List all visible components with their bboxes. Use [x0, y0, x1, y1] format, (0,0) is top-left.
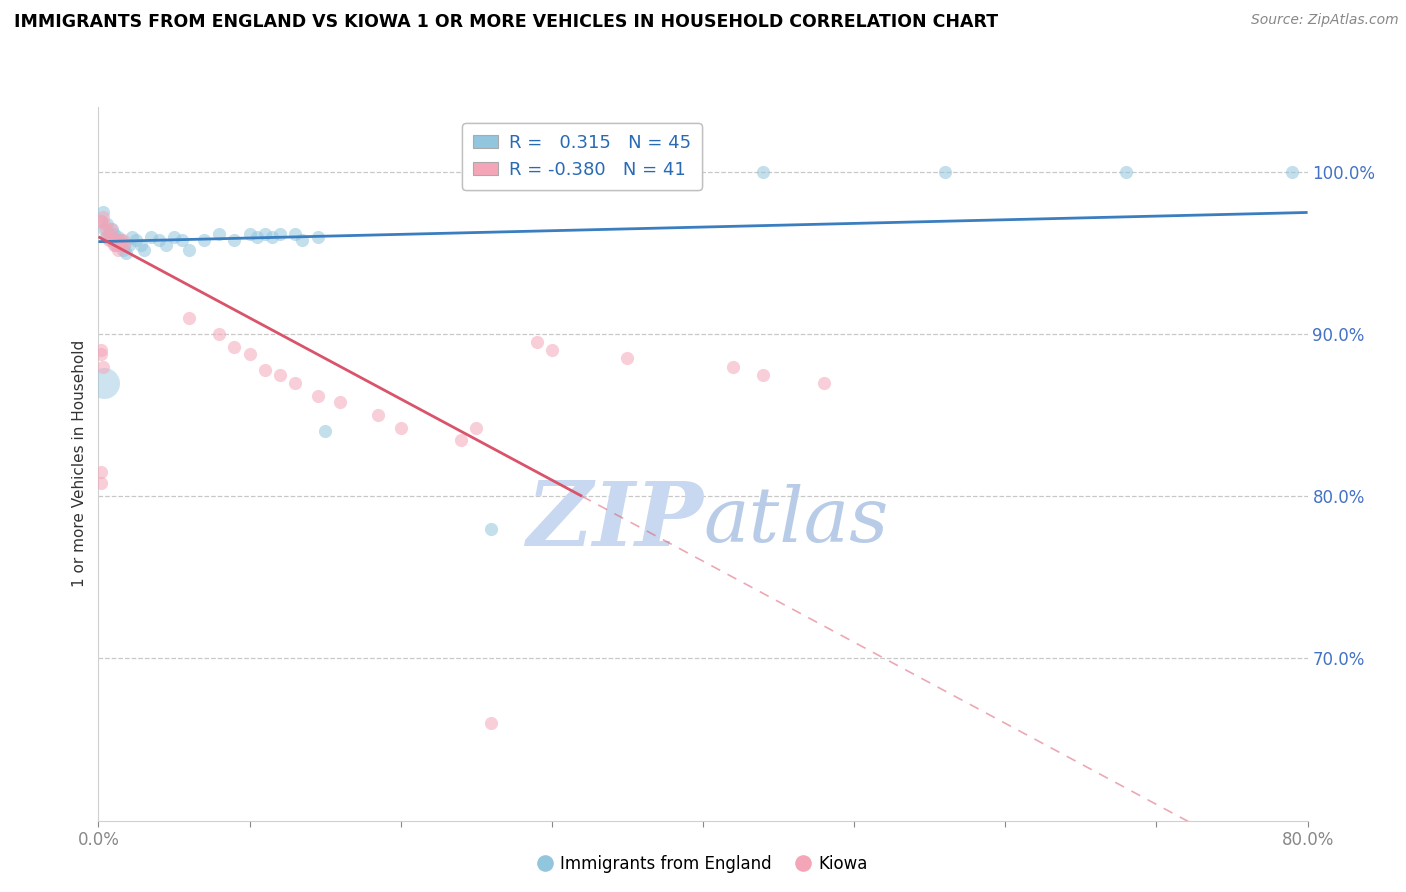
Point — [91, 211, 114, 225]
Point — [262, 229, 284, 244]
Point — [253, 227, 276, 241]
Point — [125, 233, 148, 247]
Point — [314, 425, 336, 439]
Point — [284, 227, 307, 241]
Point — [105, 238, 128, 252]
Point — [170, 233, 193, 247]
Point — [114, 246, 136, 260]
Point — [526, 335, 548, 350]
Point — [118, 238, 141, 252]
Point — [367, 408, 389, 422]
Point — [108, 238, 131, 252]
Point — [934, 165, 956, 179]
Point — [110, 238, 132, 252]
Point — [107, 229, 129, 244]
Point — [103, 238, 125, 252]
Point — [307, 229, 329, 244]
Point — [148, 233, 170, 247]
Point — [239, 346, 262, 360]
Point — [101, 229, 124, 244]
Point — [291, 233, 314, 247]
Point — [481, 716, 503, 731]
Point — [163, 229, 186, 244]
Point — [752, 368, 775, 382]
Point — [94, 221, 117, 235]
Point — [193, 233, 215, 247]
Point — [112, 238, 135, 252]
Point — [90, 465, 112, 479]
Point — [121, 229, 143, 244]
Point — [90, 213, 112, 227]
Point — [100, 233, 122, 247]
Text: IMMIGRANTS FROM ENGLAND VS KIOWA 1 OR MORE VEHICLES IN HOUSEHOLD CORRELATION CHA: IMMIGRANTS FROM ENGLAND VS KIOWA 1 OR MO… — [14, 13, 998, 31]
Point — [465, 421, 488, 435]
Point — [269, 368, 291, 382]
Point — [96, 229, 118, 244]
Text: Source: ZipAtlas.com: Source: ZipAtlas.com — [1251, 13, 1399, 28]
Point — [141, 229, 163, 244]
Point — [239, 227, 262, 241]
Point — [179, 243, 201, 257]
Point — [96, 217, 118, 231]
Point — [90, 346, 112, 360]
Point — [100, 221, 122, 235]
Point — [224, 340, 246, 354]
Point — [540, 343, 562, 358]
Point — [107, 243, 129, 257]
Point — [224, 233, 246, 247]
Point — [111, 233, 134, 247]
Point — [103, 227, 125, 241]
Point — [112, 238, 135, 252]
Point — [1115, 165, 1137, 179]
Point — [269, 227, 291, 241]
Point — [616, 351, 638, 366]
Point — [179, 310, 201, 325]
Point — [101, 221, 124, 235]
Point — [208, 327, 231, 342]
Point — [329, 395, 352, 409]
Point — [208, 227, 231, 241]
Point — [246, 229, 269, 244]
Point — [111, 243, 134, 257]
Point — [105, 233, 128, 247]
Point — [723, 359, 745, 374]
Point — [1281, 165, 1303, 179]
Point — [132, 243, 155, 257]
Point — [90, 343, 112, 358]
Point — [108, 233, 131, 247]
Point — [307, 389, 329, 403]
Point — [104, 233, 127, 247]
Point — [94, 229, 117, 244]
Point — [450, 433, 472, 447]
Point — [91, 205, 114, 219]
Point — [93, 217, 115, 231]
Point — [155, 238, 177, 252]
Point — [98, 227, 121, 241]
Text: atlas: atlas — [703, 484, 889, 558]
Point — [389, 421, 412, 435]
Point — [98, 233, 121, 247]
Legend: R =   0.315   N = 45, R = -0.380   N = 41: R = 0.315 N = 45, R = -0.380 N = 41 — [463, 123, 702, 190]
Point — [90, 213, 112, 227]
Point — [284, 376, 307, 390]
Point — [481, 522, 503, 536]
Text: ZIP: ZIP — [527, 478, 703, 564]
Point — [90, 476, 112, 491]
Y-axis label: 1 or more Vehicles in Household: 1 or more Vehicles in Household — [72, 340, 87, 588]
Point — [129, 238, 152, 252]
Point — [104, 238, 127, 252]
Legend: Immigrants from England, Kiowa: Immigrants from England, Kiowa — [531, 848, 875, 880]
Point — [93, 221, 115, 235]
Point — [752, 165, 775, 179]
Point — [93, 376, 115, 390]
Point — [813, 376, 835, 390]
Point — [253, 363, 276, 377]
Point — [110, 233, 132, 247]
Point — [91, 359, 114, 374]
